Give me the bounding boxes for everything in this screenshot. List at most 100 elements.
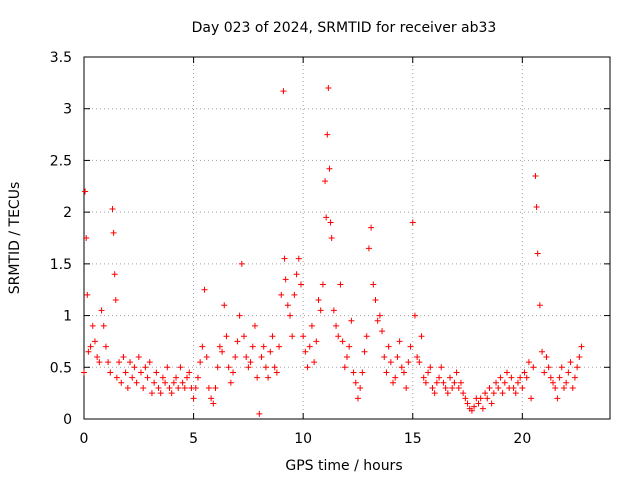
data-point: [179, 379, 186, 386]
data-point: [558, 364, 565, 371]
data-point: [376, 312, 383, 319]
y-tick-label: 2: [63, 205, 72, 221]
data-point: [181, 384, 188, 391]
data-point: [499, 390, 506, 397]
data-point: [352, 379, 359, 386]
data-point: [429, 384, 436, 391]
data-point: [308, 322, 315, 329]
data-point: [451, 379, 458, 386]
data-point: [510, 384, 517, 391]
data-point: [315, 297, 322, 304]
data-point: [208, 395, 215, 402]
y-tick-label: 0: [63, 412, 72, 428]
data-point: [354, 395, 361, 402]
data-point: [159, 374, 166, 381]
data-point: [433, 379, 440, 386]
data-point: [230, 369, 237, 376]
data-point: [212, 384, 219, 391]
data-point: [265, 374, 272, 381]
data-point: [254, 374, 261, 381]
data-point: [514, 379, 521, 386]
data-point: [442, 384, 449, 391]
data-point: [335, 333, 342, 340]
data-point: [194, 374, 201, 381]
data-point: [221, 302, 228, 309]
data-point: [120, 353, 127, 360]
data-point: [379, 328, 386, 335]
data-point: [170, 379, 177, 386]
data-point: [565, 369, 572, 376]
data-point: [550, 379, 557, 386]
data-point: [124, 384, 131, 391]
data-point: [225, 364, 232, 371]
data-point: [444, 390, 451, 397]
data-point: [135, 353, 142, 360]
data-point: [326, 165, 333, 172]
data-point: [184, 374, 191, 381]
chart-title: Day 023 of 2024, SRMTID for receiver ab3…: [192, 20, 497, 36]
data-point: [243, 353, 250, 360]
data-point: [344, 353, 350, 360]
data-point: [291, 291, 298, 298]
data-point: [409, 219, 416, 226]
data-point: [361, 348, 368, 355]
data-point: [102, 343, 109, 350]
data-point: [563, 379, 570, 386]
data-point: [262, 364, 269, 371]
data-points: [81, 85, 585, 417]
data-point: [258, 353, 265, 360]
x-axis-label: GPS time / hours: [285, 458, 402, 474]
data-point: [240, 333, 247, 340]
data-point: [560, 384, 567, 391]
data-point: [197, 359, 204, 366]
data-point: [396, 338, 403, 345]
y-tick-label: 2.5: [50, 153, 72, 169]
data-point: [370, 281, 377, 288]
x-tick-label: 20: [513, 431, 531, 447]
data-point: [576, 353, 583, 360]
data-point: [249, 343, 256, 350]
data-point: [267, 348, 274, 355]
data-point: [109, 206, 116, 213]
data-point: [484, 395, 491, 402]
data-point: [512, 390, 519, 397]
data-point: [383, 369, 390, 376]
data-point: [372, 297, 379, 304]
data-point: [210, 400, 217, 407]
data-point: [508, 374, 515, 381]
data-point: [245, 364, 252, 371]
data-point: [468, 407, 475, 414]
data-point: [359, 369, 366, 376]
data-point: [313, 338, 320, 345]
data-point: [81, 369, 87, 376]
data-point: [127, 359, 134, 366]
data-point: [317, 307, 324, 314]
data-point: [530, 364, 537, 371]
data-point: [471, 403, 478, 410]
data-point: [420, 374, 427, 381]
data-point: [325, 85, 332, 92]
data-point: [201, 286, 208, 293]
data-point: [464, 400, 471, 407]
data-point: [297, 281, 304, 288]
data-point: [387, 359, 394, 366]
axis-ticks: 0 5 10 15 20 0 0.5 1 1.5 2 2.5 3 3.5: [50, 50, 610, 447]
data-point: [403, 384, 410, 391]
data-point: [567, 359, 574, 366]
data-point: [552, 384, 559, 391]
data-point: [519, 384, 526, 391]
data-point: [100, 322, 107, 329]
data-point: [440, 379, 447, 386]
data-point: [422, 379, 429, 386]
data-point: [284, 302, 291, 309]
data-point: [190, 395, 197, 402]
grid: [84, 57, 610, 419]
data-point: [330, 307, 337, 314]
data-point: [146, 359, 153, 366]
data-point: [234, 338, 241, 345]
data-point: [411, 312, 418, 319]
data-point: [140, 384, 147, 391]
data-point: [390, 379, 397, 386]
data-point: [339, 338, 346, 345]
y-tick-label: 3.5: [50, 50, 72, 66]
